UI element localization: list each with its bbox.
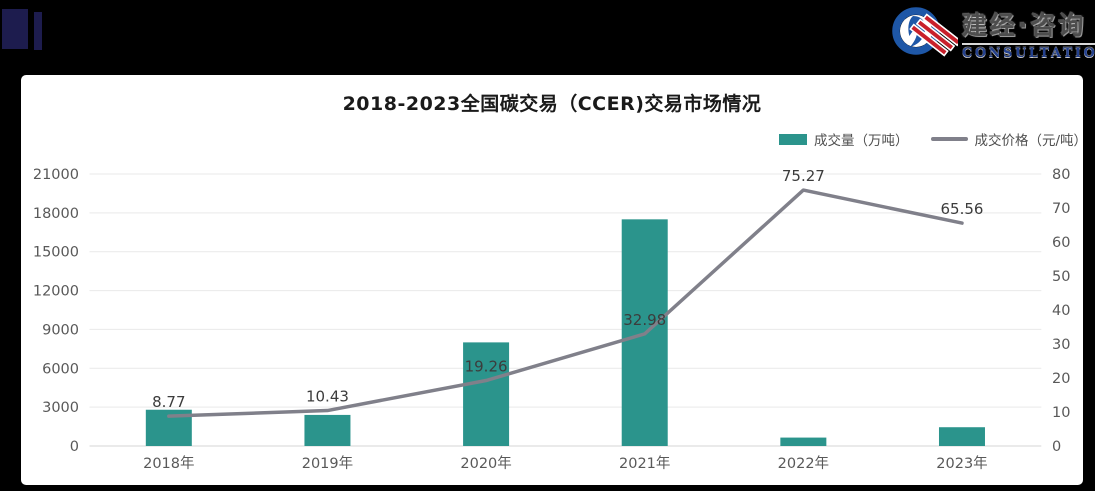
line-swatch-icon: [930, 137, 968, 141]
logo-name-en: CONSULTATION: [962, 42, 1095, 61]
right-axis-tick: 10: [1052, 405, 1070, 421]
logo-text-block: 建经·咨询 CONSULTATION: [962, 6, 1095, 61]
right-axis-tick: 70: [1052, 201, 1070, 217]
bar-2020年: [463, 342, 510, 446]
legend-item-volume: 成交量（万吨）: [779, 129, 909, 149]
right-axis-tick: 50: [1052, 269, 1070, 285]
x-axis-label: 2018年: [143, 455, 194, 472]
bar-2022年: [780, 437, 827, 446]
left-axis-tick: 0: [70, 439, 79, 455]
right-axis-tick: 40: [1052, 303, 1070, 319]
point-label: 19.26: [465, 358, 508, 376]
x-axis-label: 2019年: [302, 455, 353, 472]
x-axis-label: 2022年: [778, 455, 829, 472]
right-axis-tick: 80: [1052, 167, 1070, 183]
circle-swoosh-logo-icon: [892, 7, 958, 57]
legend-label-price: 成交价格（元/吨）: [974, 133, 1084, 149]
left-axis-tick: 15000: [33, 245, 79, 261]
bar-2019年: [304, 414, 351, 446]
left-axis-tick: 3000: [42, 400, 79, 416]
chart-legend: 成交量（万吨） 成交价格（元/吨）: [779, 129, 1084, 149]
point-label: 75.27: [782, 167, 825, 185]
point-label: 32.98: [623, 311, 666, 329]
combo-chart: 0 3000 6000 9000 12000 15000 18000 21000 0 10 20 30…: [33, 167, 1071, 472]
deco-vertical-bar: [34, 12, 42, 50]
left-axis-tick: 6000: [42, 361, 79, 377]
right-axis-tick: 30: [1052, 337, 1070, 353]
legend-item-price: 成交价格（元/吨）: [930, 129, 1084, 149]
point-label: 10.43: [306, 388, 349, 406]
right-axis-tick: 60: [1052, 235, 1070, 251]
x-axis-label: 2020年: [460, 455, 511, 472]
left-axis-tick: 12000: [33, 284, 79, 300]
point-label: 8.77: [152, 393, 185, 411]
bar-swatch-icon: [779, 133, 807, 145]
chart-panel: 2018-2023全国碳交易（CCER)交易市场情况 成交量（万吨） 成交价格（…: [21, 75, 1083, 485]
right-axis-tick: 0: [1052, 439, 1061, 455]
x-axis-label: 2023年: [936, 455, 987, 472]
right-axis-tick: 20: [1052, 371, 1070, 387]
bar-2023年: [938, 427, 985, 446]
legend-label-volume: 成交量（万吨）: [814, 133, 909, 149]
point-label: 65.56: [941, 200, 984, 218]
chart-title: 2018-2023全国碳交易（CCER)交易市场情况: [342, 93, 762, 115]
left-axis-tick: 21000: [33, 167, 79, 183]
company-logo: 建经·咨询 CONSULTATION: [892, 4, 1095, 62]
left-axis-tick: 18000: [33, 206, 79, 222]
left-axis-tick: 9000: [42, 322, 79, 338]
price-line: [167, 188, 964, 418]
logo-name-cn: 建经·咨询: [962, 10, 1087, 40]
x-axis-label: 2021年: [619, 455, 670, 472]
deco-square: [2, 9, 28, 49]
